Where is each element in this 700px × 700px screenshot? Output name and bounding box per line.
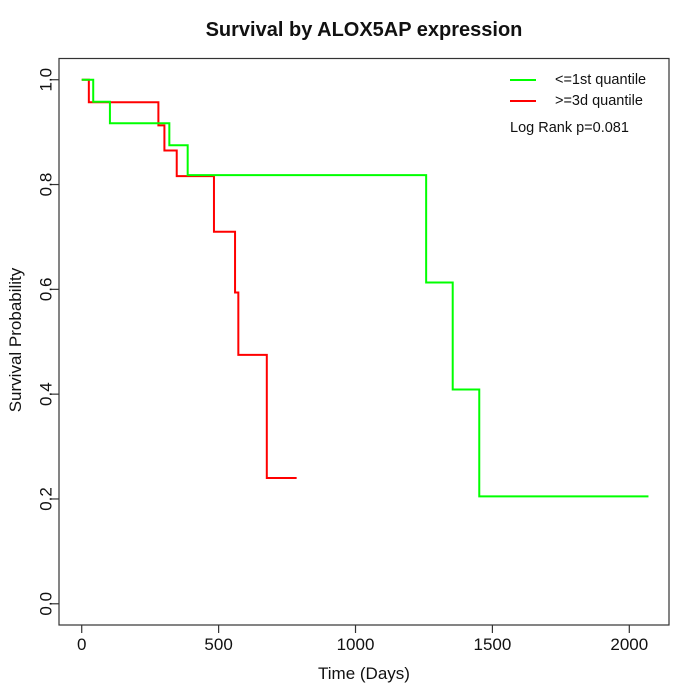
y-tick-label: 0.0 xyxy=(37,592,56,616)
survival-curve-high-expression xyxy=(81,78,297,480)
chart-title: Survival by ALOX5AP expression xyxy=(205,19,523,41)
plot-box xyxy=(58,57,670,626)
y-tick-label: 0.4 xyxy=(37,382,56,406)
x-tick-label: 1000 xyxy=(337,635,375,654)
legend-line-sample-red xyxy=(510,99,536,102)
survival-curve-low-expression xyxy=(81,78,649,498)
y-tick-label: 1.0 xyxy=(37,68,56,92)
legend-label-low-expression: <=1st quantile xyxy=(555,71,647,88)
x-tick-label: 500 xyxy=(204,635,232,654)
legend-item-low-expression: <=1st quantile xyxy=(510,69,646,90)
y-tick-label: 0.2 xyxy=(37,487,56,511)
x-axis-title: Time (Days) xyxy=(318,664,410,683)
x-tick-label: 2000 xyxy=(610,635,648,654)
y-tick-label: 0.8 xyxy=(37,173,56,197)
legend-line-sample-green xyxy=(510,78,536,81)
x-tick-label: 0 xyxy=(77,635,86,654)
x-tick-label: 1500 xyxy=(473,635,511,654)
legend: <=1st quantile >=3d quantile Log Rank p=… xyxy=(510,69,646,136)
y-tick-label: 0.6 xyxy=(37,278,56,302)
legend-label-high-expression: >=3d quantile xyxy=(555,92,643,109)
log-rank-note: Log Rank p=0.081 xyxy=(510,120,629,136)
legend-item-high-expression: >=3d quantile xyxy=(510,90,646,111)
